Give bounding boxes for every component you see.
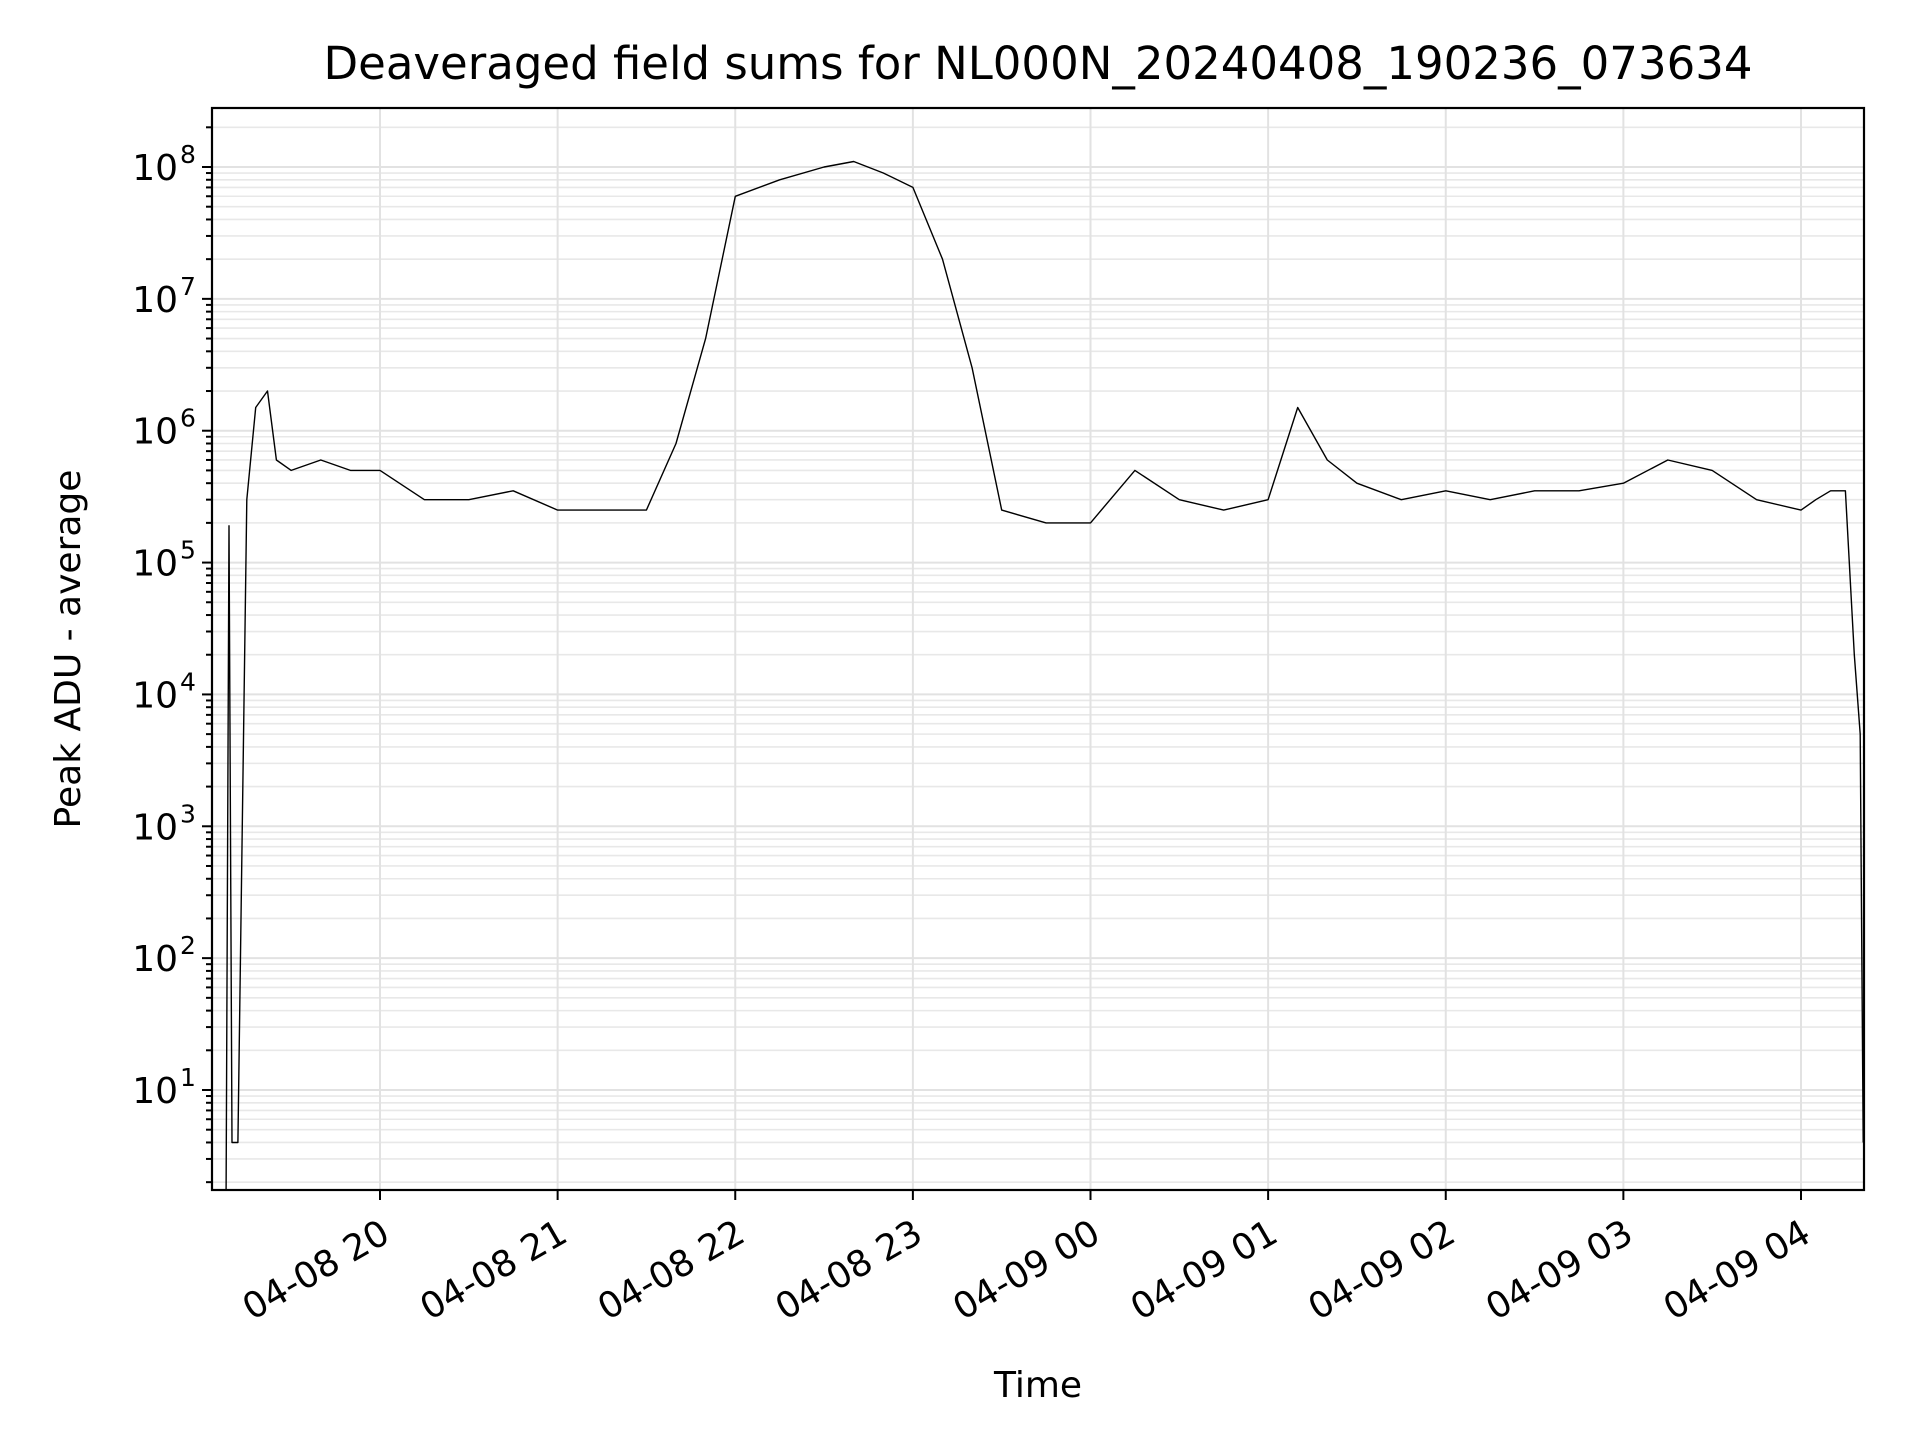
series-line: [225, 160, 1864, 1191]
y-tick-label: 10: [132, 148, 178, 189]
y-tick-exponent: 5: [180, 536, 196, 565]
y-tick-exponent: 4: [180, 667, 196, 696]
y-tick-label: 10: [132, 544, 178, 585]
plot-frame: [210, 106, 1866, 1192]
y-tick-label: 10: [132, 675, 178, 716]
y-tick-exponent: 2: [180, 931, 196, 960]
y-tick-exponent: 3: [180, 799, 196, 828]
y-tick-label: 10: [132, 280, 178, 321]
grid: [212, 108, 1864, 1190]
x-tick-label: 04-09 02: [1302, 1212, 1463, 1328]
y-tick-label: 10: [132, 939, 178, 980]
x-tick-label: 04-08 21: [413, 1212, 574, 1328]
x-tick-label: 04-08 23: [769, 1212, 930, 1328]
chart-title: Deaveraged field sums for NL000N_2024040…: [324, 37, 1753, 90]
y-tick-exponent: 7: [180, 272, 196, 301]
x-tick-label: 04-09 03: [1479, 1212, 1640, 1328]
y-tick-exponent: 1: [180, 1063, 196, 1092]
y-tick-label: 10: [132, 807, 178, 848]
x-tick-label: 04-09 01: [1124, 1212, 1285, 1328]
y-tick-label: 10: [132, 412, 178, 453]
y-axis-label: Peak ADU - average: [48, 470, 89, 829]
y-tick-exponent: 6: [180, 404, 196, 433]
x-tick-label: 04-09 04: [1657, 1212, 1818, 1328]
y-tick-label: 10: [132, 1071, 178, 1112]
y-tick-exponent: 8: [180, 140, 196, 169]
x-tick-label: 04-08 20: [236, 1212, 397, 1328]
x-axis-label: Time: [993, 1365, 1082, 1406]
x-tick-label: 04-09 00: [946, 1212, 1107, 1328]
x-tick-label: 04-08 22: [591, 1212, 752, 1328]
